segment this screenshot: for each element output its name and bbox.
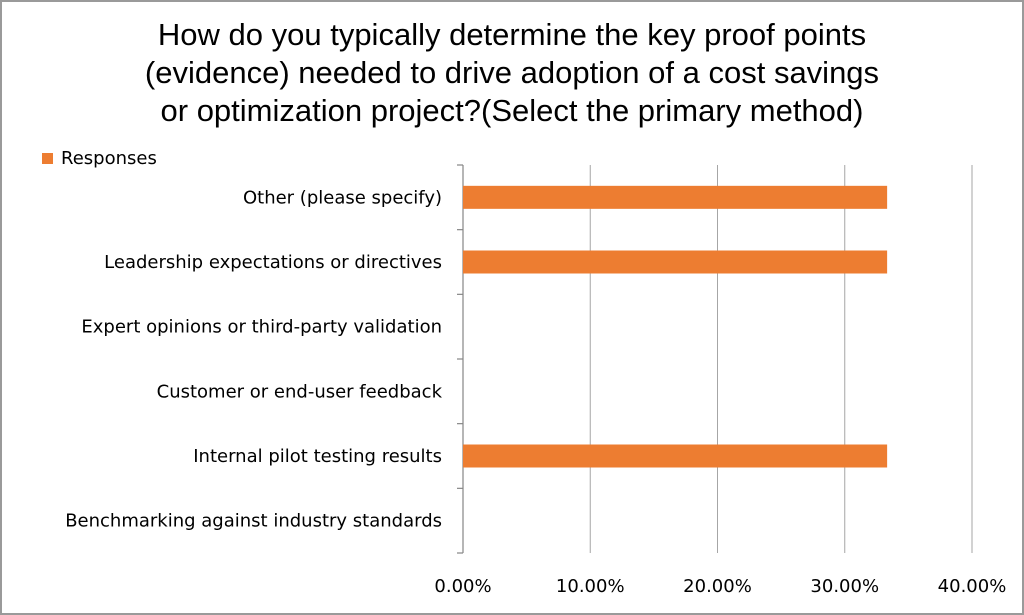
chart-title-line-3: or optimization project?(Select the prim… (160, 93, 864, 128)
x-tick-label-3: 30.00% (810, 576, 879, 597)
bar-1 (463, 250, 888, 274)
category-label-1: Leadership expectations or directives (104, 252, 442, 273)
chart-title: How do you typically determine the key p… (0, 16, 1024, 130)
category-label-0: Other (please specify) (243, 187, 442, 208)
bar-0 (463, 185, 888, 209)
legend-label: Responses (61, 148, 157, 169)
category-label-4: Internal pilot testing results (193, 446, 442, 467)
category-label-5: Benchmarking against industry standards (65, 511, 442, 532)
category-label-2: Expert opinions or third-party validatio… (81, 317, 442, 338)
bar-4 (463, 444, 888, 468)
x-tick-label-0: 0.00% (434, 576, 491, 597)
x-tick-label-1: 10.00% (556, 576, 625, 597)
x-tick-label-4: 40.00% (938, 576, 1007, 597)
category-label-3: Customer or end-user feedback (157, 381, 443, 402)
legend-swatch (42, 153, 53, 164)
chart-title-line-1: How do you typically determine the key p… (157, 17, 867, 52)
x-tick-label-2: 20.00% (683, 576, 752, 597)
chart-title-line-2: (evidence) needed to drive adoption of a… (144, 55, 880, 90)
chart-legend: Responses (42, 148, 157, 169)
